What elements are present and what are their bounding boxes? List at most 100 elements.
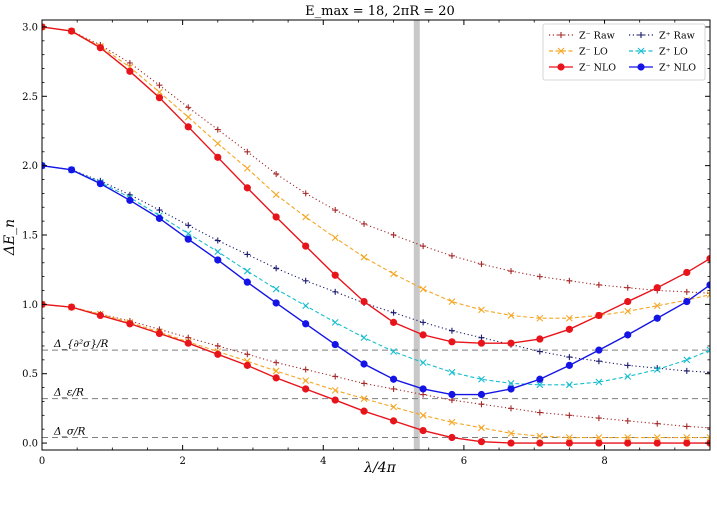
- series-line: [42, 26, 710, 319]
- data-point-cross: [302, 213, 310, 221]
- x-axis-label: λ/4π: [363, 460, 396, 476]
- data-point-plus: [273, 170, 280, 177]
- data-point-circle: [360, 297, 368, 306]
- data-point-circle: [448, 338, 456, 346]
- data-point-circle: [96, 44, 104, 52]
- data-point-cross: [624, 373, 632, 380]
- data-point-cross: [214, 140, 222, 147]
- data-point-cross: [507, 312, 515, 319]
- data-point-circle: [536, 335, 544, 343]
- data-point-circle: [595, 439, 603, 447]
- data-point-plus: [508, 405, 515, 412]
- series-group: [42, 162, 710, 399]
- y-tick-label: 2.5: [22, 92, 38, 103]
- data-point-cross: [448, 298, 456, 305]
- data-point-circle: [507, 439, 515, 447]
- reference-line-label: Δ_σ/R: [53, 426, 86, 438]
- data-point-circle: [624, 297, 632, 306]
- data-point-circle: [126, 67, 134, 75]
- data-point-cross: [653, 366, 661, 373]
- data-point-plus: [478, 261, 485, 268]
- data-point-circle: [565, 325, 573, 333]
- reference-line-label: Δ_ε/R: [53, 387, 84, 399]
- plot-area: Δ_{∂²σ}/R Δ_ε/R Δ_σ/R 0 2 4 6 8 0.0 0.5 1.0 1.5 2.0 2…: [22, 19, 711, 467]
- data-point-plus: [185, 222, 192, 229]
- data-point-plus: [273, 265, 280, 272]
- data-point-circle: [595, 346, 603, 354]
- data-point-circle: [360, 407, 368, 415]
- data-point-cross: [360, 334, 368, 342]
- data-point-circle: [272, 374, 280, 382]
- data-point-circle: [565, 361, 573, 369]
- data-point-plus: [566, 412, 573, 419]
- data-point-circle: [448, 433, 456, 442]
- data-point-plus: [214, 237, 221, 244]
- data-point-plus: [707, 424, 710, 431]
- data-point-cross: [478, 424, 485, 432]
- data-point-circle: [155, 329, 164, 338]
- data-point-circle: [706, 254, 710, 263]
- data-point-plus: [126, 60, 133, 66]
- data-point-circle: [67, 303, 76, 311]
- data-point-circle: [507, 339, 515, 347]
- data-point-plus: [508, 268, 515, 275]
- y-axis-label: ΔE_n: [2, 219, 18, 256]
- series-line: [42, 303, 710, 429]
- data-point-circle: [272, 213, 280, 221]
- data-point-cross: [557, 47, 565, 55]
- data-point-circle: [155, 214, 164, 222]
- data-point-cross: [272, 367, 280, 375]
- data-point-circle: [243, 184, 251, 192]
- data-point-cross: [184, 113, 192, 121]
- data-point-plus: [536, 348, 543, 355]
- data-point-circle: [331, 340, 339, 349]
- data-point-cross: [184, 230, 192, 238]
- data-point-cross: [302, 377, 310, 385]
- data-point-circle: [302, 320, 310, 328]
- series-group: [42, 162, 710, 389]
- legend-box: [542, 23, 706, 81]
- data-point-cross: [360, 395, 368, 403]
- data-point-cross: [272, 285, 280, 293]
- data-point-circle: [477, 438, 486, 446]
- data-point-circle: [243, 361, 251, 369]
- legend-label: Z⁻ NLO: [579, 63, 616, 74]
- data-point-circle: [683, 297, 691, 306]
- series-line: [42, 164, 710, 396]
- data-point-circle: [419, 385, 427, 393]
- data-point-plus: [390, 309, 397, 316]
- data-point-circle: [683, 439, 691, 447]
- data-point-circle: [507, 385, 515, 393]
- data-point-cross: [536, 381, 544, 389]
- data-point-plus: [214, 126, 221, 133]
- y-tick-label: 1.0: [22, 300, 38, 311]
- data-point-plus: [214, 342, 221, 349]
- series-line: [42, 303, 710, 439]
- data-point-circle: [419, 331, 427, 339]
- data-point-cross: [653, 434, 661, 441]
- data-point-cross: [390, 348, 397, 355]
- data-point-cross: [595, 378, 603, 386]
- data-point-cross: [706, 346, 710, 354]
- series-line: [42, 165, 710, 386]
- legend-label: Z⁻ LO: [579, 47, 608, 58]
- legend-label: Z⁻ Raw: [579, 31, 615, 42]
- data-point-plus: [332, 207, 339, 214]
- data-point-circle: [96, 311, 104, 320]
- x-tick-label: 8: [601, 456, 607, 467]
- data-point-circle: [96, 180, 104, 188]
- data-point-plus: [302, 190, 309, 197]
- data-point-plus: [566, 354, 573, 361]
- data-point-plus: [244, 351, 251, 358]
- data-point-circle: [419, 426, 427, 435]
- data-point-cross: [156, 88, 163, 96]
- data-point-plus: [683, 288, 690, 295]
- data-point-circle: [389, 417, 398, 425]
- data-point-circle: [360, 360, 368, 368]
- data-point-circle: [477, 390, 486, 399]
- data-point-cross: [637, 47, 645, 55]
- series-line: [42, 303, 710, 444]
- x-tick-label: 6: [461, 456, 467, 467]
- data-point-circle: [624, 439, 632, 447]
